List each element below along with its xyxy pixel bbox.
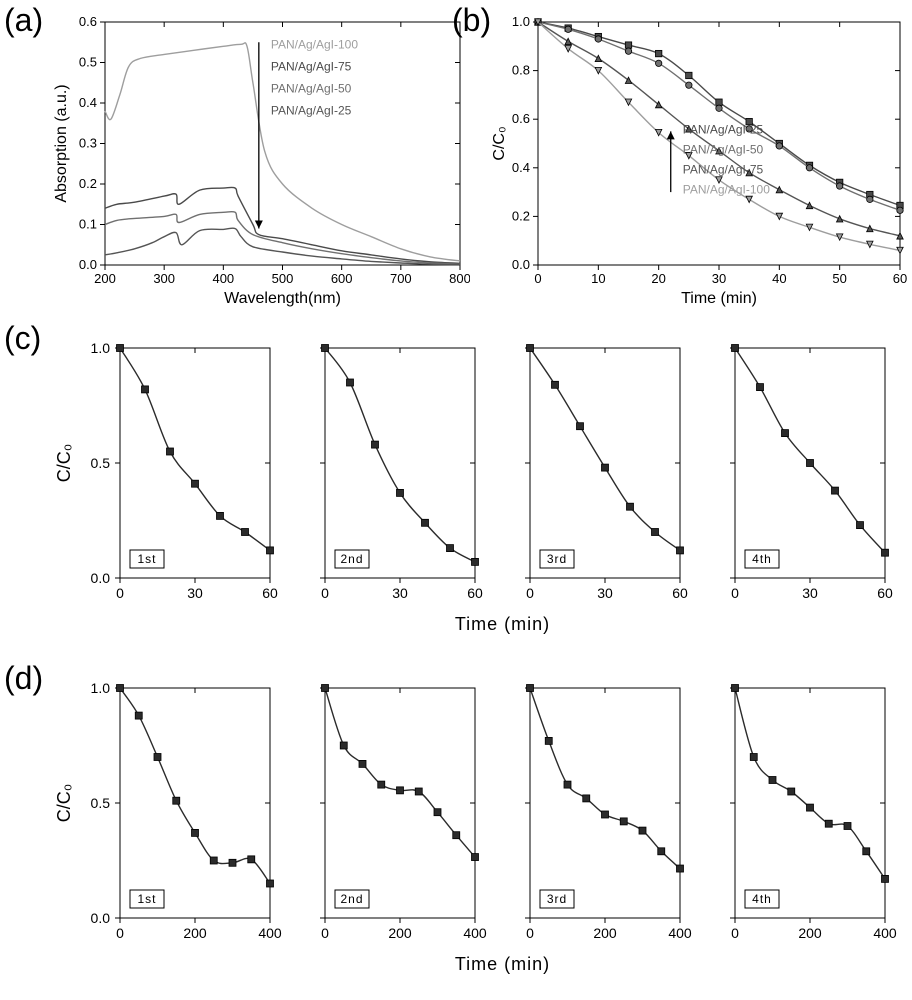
svg-text:0.8: 0.8	[512, 63, 530, 78]
svg-text:C/C₀: C/C₀	[54, 784, 74, 822]
svg-text:4th: 4th	[752, 892, 772, 906]
svg-text:200: 200	[593, 925, 617, 941]
svg-text:Time (min): Time (min)	[455, 614, 550, 634]
svg-text:60: 60	[262, 585, 278, 601]
svg-text:1.0: 1.0	[91, 680, 111, 696]
svg-text:Wavelength(nm): Wavelength(nm)	[224, 290, 341, 307]
chart-absorption-spectra: 200 300 400 500 600 700 800 0.0 0.1 0.2 0.3 0.4 0.5 0…	[50, 10, 470, 310]
svg-text:200: 200	[183, 925, 207, 941]
svg-text:200: 200	[798, 925, 822, 941]
svg-text:0.0: 0.0	[91, 910, 111, 926]
svg-text:0.1: 0.1	[79, 217, 97, 232]
svg-text:0.0: 0.0	[79, 257, 97, 272]
svg-text:800: 800	[449, 271, 470, 286]
svg-text:PAN/Ag/AgI-100: PAN/Ag/AgI-100	[271, 37, 358, 51]
svg-text:400: 400	[668, 925, 692, 941]
svg-text:0.4: 0.4	[512, 160, 530, 175]
svg-text:0: 0	[731, 585, 739, 601]
svg-text:0.2: 0.2	[512, 208, 530, 223]
panel-label-c: (c)	[4, 320, 41, 357]
svg-text:30: 30	[597, 585, 613, 601]
svg-text:10: 10	[591, 271, 605, 286]
svg-text:Absorption (a.u.): Absorption (a.u.)	[53, 84, 70, 202]
svg-text:PAN/Ag/AgI-100: PAN/Ag/AgI-100	[683, 182, 770, 196]
svg-text:PAN/Ag/AgI-50: PAN/Ag/AgI-50	[271, 81, 352, 95]
svg-text:0.6: 0.6	[512, 111, 530, 126]
svg-text:0: 0	[526, 925, 534, 941]
svg-text:400: 400	[873, 925, 897, 941]
chart-degradation-comparison: 0 10 20 30 40 50 60 0.0 0.2 0.4 0.6 0.8 1.0 Time (min…	[490, 10, 910, 310]
svg-text:60: 60	[893, 271, 907, 286]
svg-text:600: 600	[331, 271, 353, 286]
svg-text:1st: 1st	[137, 892, 156, 906]
svg-text:0.4: 0.4	[79, 95, 97, 110]
svg-text:PAN/Ag/AgI-50: PAN/Ag/AgI-50	[683, 142, 764, 156]
svg-text:4th: 4th	[752, 552, 772, 566]
svg-text:700: 700	[390, 271, 412, 286]
svg-text:200: 200	[388, 925, 412, 941]
svg-text:0.5: 0.5	[91, 455, 111, 471]
svg-text:400: 400	[212, 271, 234, 286]
svg-text:0: 0	[116, 585, 124, 601]
svg-text:2nd: 2nd	[340, 892, 363, 906]
svg-text:0.3: 0.3	[79, 136, 97, 151]
svg-text:400: 400	[463, 925, 487, 941]
svg-text:1st: 1st	[137, 552, 156, 566]
svg-text:0: 0	[116, 925, 124, 941]
svg-text:0.5: 0.5	[91, 795, 111, 811]
svg-text:0.5: 0.5	[79, 55, 97, 70]
svg-text:0.2: 0.2	[79, 176, 97, 191]
chart-reuse-cycles-d: C/C₀ Time (min) 0.0 0.5 1.0 0 200 400 1st 0 200 400…	[50, 670, 910, 990]
svg-text:1.0: 1.0	[512, 14, 530, 29]
svg-text:400: 400	[258, 925, 282, 941]
chart-reuse-cycles-c: C/C₀ Time (min) 0.0 0.5 1.0 0 30 60 1st 0 30 60 2nd 0…	[50, 330, 910, 650]
svg-text:0: 0	[731, 925, 739, 941]
svg-text:3rd: 3rd	[547, 892, 567, 906]
svg-text:200: 200	[94, 271, 116, 286]
svg-text:0.0: 0.0	[512, 257, 530, 272]
svg-text:40: 40	[772, 271, 786, 286]
svg-text:60: 60	[672, 585, 688, 601]
svg-text:60: 60	[467, 585, 483, 601]
svg-text:300: 300	[153, 271, 175, 286]
svg-text:30: 30	[392, 585, 408, 601]
svg-text:1.0: 1.0	[91, 340, 111, 356]
svg-text:0: 0	[526, 585, 534, 601]
svg-text:2nd: 2nd	[340, 552, 363, 566]
svg-text:60: 60	[877, 585, 893, 601]
svg-text:500: 500	[272, 271, 294, 286]
svg-text:3rd: 3rd	[547, 552, 567, 566]
svg-text:30: 30	[712, 271, 726, 286]
svg-text:0.0: 0.0	[91, 570, 111, 586]
svg-text:0.6: 0.6	[79, 14, 97, 29]
panel-label-a: (a)	[4, 2, 43, 39]
panel-label-d: (d)	[4, 660, 43, 697]
svg-text:C/C₀: C/C₀	[54, 444, 74, 482]
svg-text:30: 30	[802, 585, 818, 601]
svg-text:PAN/Ag/AgI-25: PAN/Ag/AgI-25	[683, 122, 764, 136]
svg-text:Time (min): Time (min)	[681, 290, 757, 307]
svg-text:C/C₀: C/C₀	[491, 126, 508, 160]
svg-text:PAN/Ag/AgI-75: PAN/Ag/AgI-75	[271, 59, 352, 73]
svg-text:0: 0	[321, 925, 329, 941]
svg-text:0: 0	[534, 271, 541, 286]
svg-text:0: 0	[321, 585, 329, 601]
svg-text:30: 30	[187, 585, 203, 601]
svg-text:50: 50	[832, 271, 846, 286]
svg-text:PAN/Ag/AgI-75: PAN/Ag/AgI-75	[683, 162, 764, 176]
svg-text:20: 20	[651, 271, 665, 286]
svg-text:Time (min): Time (min)	[455, 954, 550, 974]
svg-text:PAN/Ag/AgI-25: PAN/Ag/AgI-25	[271, 103, 352, 117]
